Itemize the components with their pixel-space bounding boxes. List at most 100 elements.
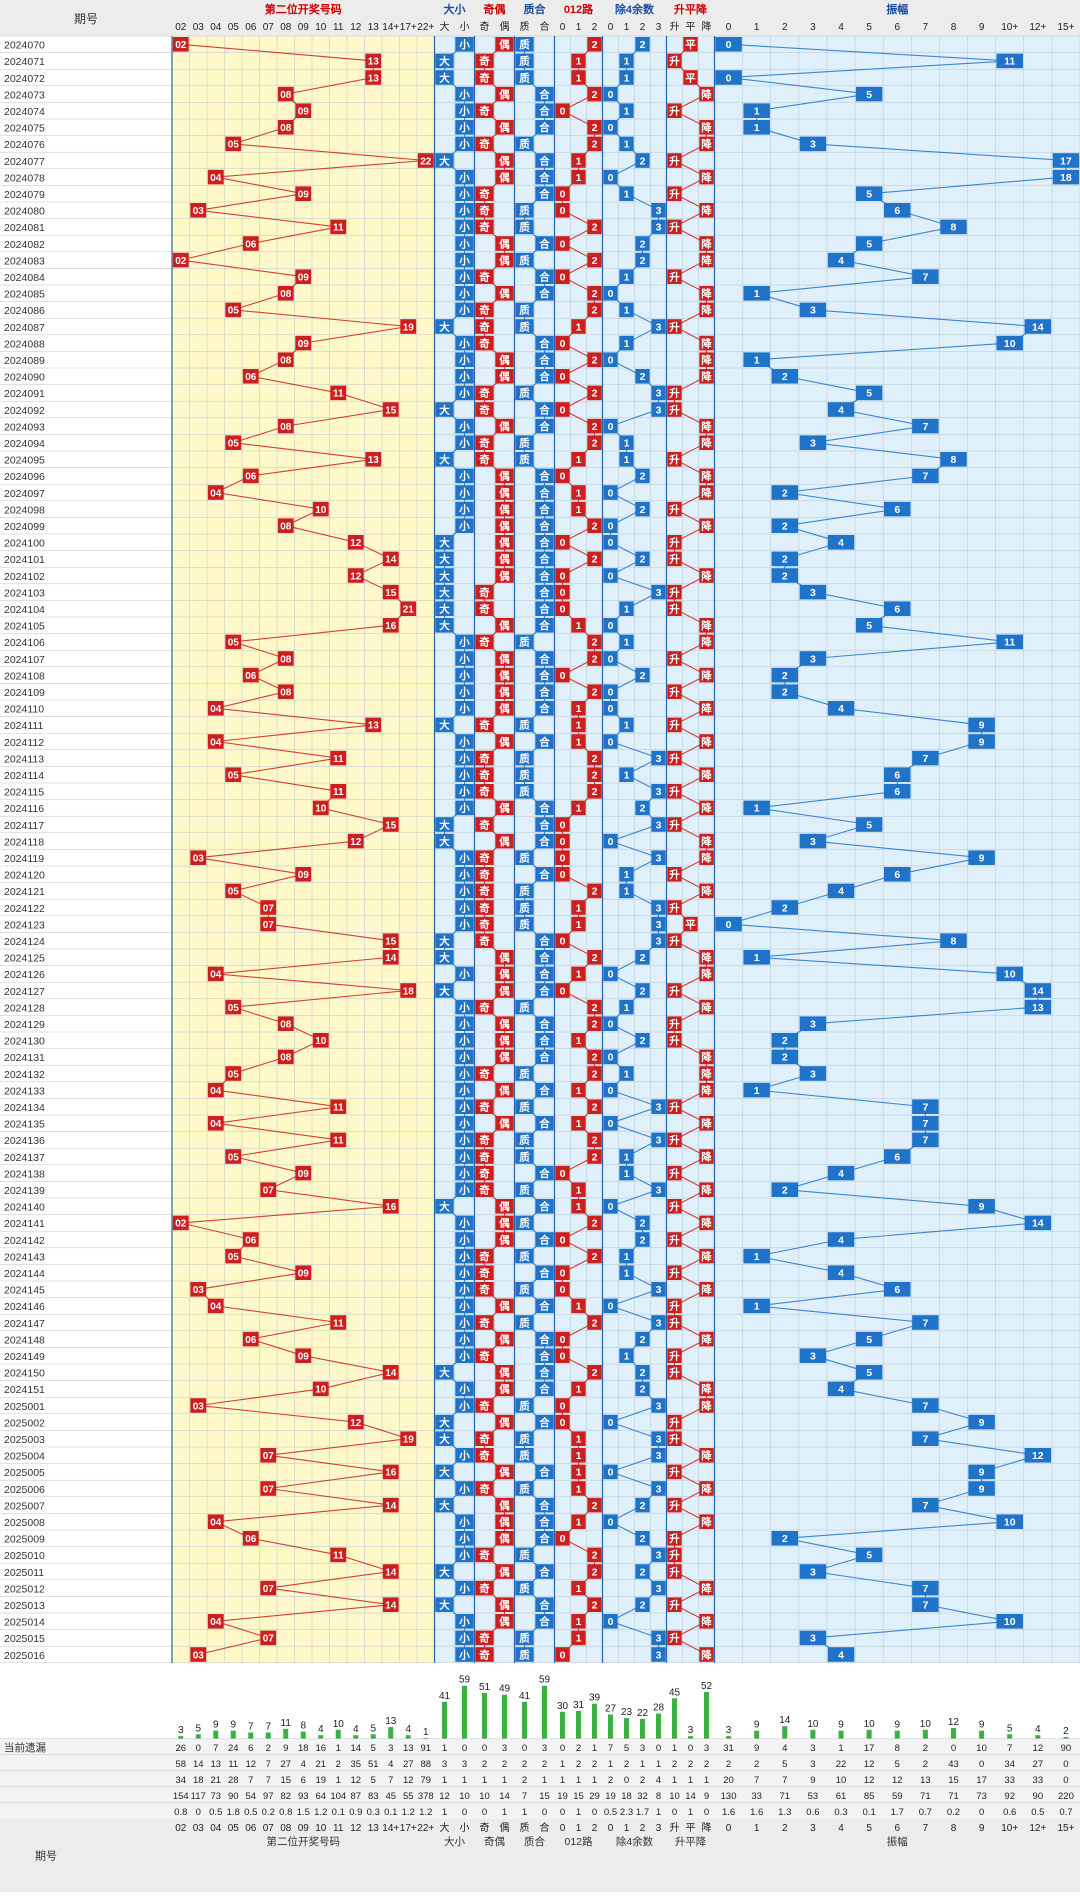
mark-label-prime: 合 [538, 105, 550, 118]
mark-label-mod4: 1 [624, 869, 630, 881]
frequency-label-amplitude: 5 [1007, 1723, 1013, 1734]
mark-label-amplitude: 2 [782, 487, 788, 499]
mark-label-mod4: 1 [624, 1168, 630, 1180]
mark-label-prime: 合 [538, 619, 550, 632]
mark-label-position2: 05 [228, 771, 240, 782]
mark-label-prime: 合 [538, 88, 550, 101]
mark-label-mod3: 0 [560, 272, 566, 284]
footer-group-amplitude: 振幅 [887, 1835, 908, 1848]
mark-label-parity: 奇 [479, 337, 490, 350]
mark-label-mod3: 0 [560, 1400, 566, 1412]
mark-label-prime: 合 [538, 486, 550, 499]
period-label: 2024109 [4, 687, 45, 699]
mark-label-trend: 升 [669, 818, 680, 831]
summary-value: 3 [640, 1743, 645, 1754]
mark-label-amplitude: 12 [1032, 1450, 1044, 1462]
period-header: 期号 [74, 12, 98, 26]
summary-value: 1 [442, 1775, 447, 1786]
summary-value: 27 [280, 1759, 291, 1770]
mark-label-prime: 质 [519, 138, 530, 151]
mark-label-parity: 奇 [479, 403, 490, 416]
mark-label-position2: 09 [298, 273, 310, 284]
mark-label-parity: 偶 [498, 237, 510, 250]
mark-label-parity: 奇 [479, 1101, 490, 1114]
mark-label-position2: 06 [245, 239, 257, 250]
mark-label-mod3: 1 [576, 1517, 582, 1529]
summary-value: 1.7 [636, 1807, 649, 1818]
mark-label-position2: 03 [193, 854, 205, 865]
mark-label-position2: 10 [315, 505, 327, 516]
summary-value: 35 [350, 1759, 361, 1770]
summary-value: 87 [350, 1791, 361, 1802]
summary-value: 2 [542, 1759, 547, 1770]
mark-label-trend: 降 [701, 802, 712, 815]
mark-label-position2: 08 [280, 123, 292, 134]
mark-label-parity: 奇 [479, 586, 490, 599]
summary-value: 59 [892, 1791, 903, 1802]
frequency-bar-mod4 [640, 1719, 645, 1739]
summary-value: 18 [298, 1743, 309, 1754]
frequency-label-amplitude: 3 [726, 1725, 732, 1736]
summary-value: 1.5 [297, 1807, 310, 1818]
frequency-label-prime: 59 [539, 1675, 551, 1686]
frequency-bar-position2 [371, 1734, 376, 1739]
summary-value: 0 [1063, 1759, 1068, 1770]
mark-label-amplitude: 8 [951, 936, 957, 948]
mark-label-amplitude: 11 [1004, 56, 1015, 68]
mark-label-prime: 质 [519, 1482, 530, 1495]
mark-label-mod3: 0 [560, 371, 566, 383]
mark-label-position2: 14 [385, 953, 397, 964]
column-header-mod3: 1 [576, 22, 582, 33]
mark-label-trend: 降 [701, 885, 712, 898]
mark-label-size: 小 [458, 735, 470, 748]
mark-label-position2: 14 [385, 1368, 397, 1379]
mark-label-mod4: 0 [608, 1118, 614, 1130]
summary-value: 12 [1033, 1743, 1044, 1754]
mark-label-mod3: 0 [560, 1649, 566, 1661]
mark-label-size: 大 [439, 569, 450, 582]
mark-label-size: 大 [439, 1499, 450, 1512]
summary-value: 7 [388, 1775, 393, 1786]
mark-label-mod3: 2 [592, 653, 598, 665]
summary-value: 5 [895, 1759, 900, 1770]
mark-label-trend: 降 [701, 1383, 712, 1396]
mark-label-size: 小 [458, 1532, 470, 1545]
group-header-prime: 质合 [524, 2, 547, 16]
summary-value: 1 [442, 1807, 447, 1818]
footer-group-mod3: 012路 [564, 1835, 593, 1848]
mark-label-mod4: 1 [624, 1268, 630, 1280]
mark-label-mod3: 1 [576, 1583, 582, 1595]
frequency-bar-position2 [231, 1731, 236, 1739]
column-header-position2: 09 [298, 22, 310, 33]
frequency-bar-mod3 [576, 1711, 581, 1739]
column-header-mod4: 2 [640, 22, 646, 33]
summary-value: 71 [920, 1791, 931, 1802]
summary-value: 1 [672, 1775, 677, 1786]
summary-value: 0 [522, 1743, 527, 1754]
mark-label-mod3: 1 [576, 155, 582, 167]
summary-value: 2 [923, 1759, 928, 1770]
period-label: 2024141 [4, 1218, 45, 1230]
summary-value: 13 [403, 1743, 414, 1754]
mark-label-size: 小 [458, 1632, 470, 1645]
mark-label-parity: 偶 [498, 1051, 510, 1064]
mark-label-trend: 降 [701, 138, 712, 151]
mark-label-amplitude: 7 [922, 753, 928, 765]
summary-value: 0 [979, 1807, 984, 1818]
period-label: 2024143 [4, 1251, 45, 1263]
summary-value: 2 [482, 1759, 487, 1770]
mark-label-size: 小 [458, 1283, 470, 1296]
summary-value: 0.8 [174, 1807, 187, 1818]
mark-label-amplitude: 1 [754, 288, 760, 300]
footer-group-position2: 第二位开奖号码 [267, 1835, 341, 1848]
column-header-mod3: 2 [592, 22, 598, 33]
summary-value: 0 [196, 1743, 201, 1754]
mark-label-mod3: 0 [560, 853, 566, 865]
period-label: 2024075 [4, 123, 45, 135]
mark-label-mod3: 2 [592, 1566, 598, 1578]
summary-value: 14 [350, 1743, 361, 1754]
frequency-bar-amplitude [754, 1731, 759, 1739]
summary-value: 33 [1004, 1775, 1015, 1786]
mark-label-size: 大 [439, 154, 450, 167]
mark-label-mod3: 0 [560, 1268, 566, 1280]
